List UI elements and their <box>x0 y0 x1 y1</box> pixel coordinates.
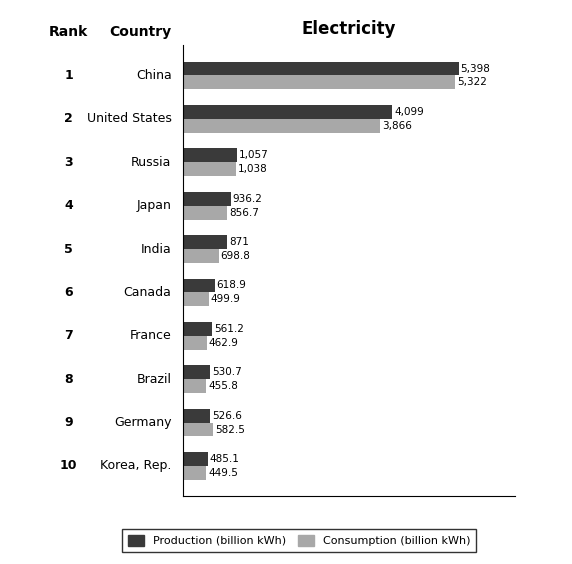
Text: Japan: Japan <box>137 199 172 212</box>
Bar <box>183 292 209 306</box>
Bar <box>183 279 214 292</box>
Text: 2: 2 <box>64 112 73 125</box>
Text: 936.2: 936.2 <box>233 193 263 204</box>
Text: China: China <box>136 69 172 82</box>
Text: India: India <box>141 243 172 255</box>
Bar <box>183 61 459 76</box>
Text: 6: 6 <box>64 286 73 299</box>
Text: 5: 5 <box>64 243 73 255</box>
Text: Russia: Russia <box>131 156 172 169</box>
Bar <box>183 379 206 393</box>
Text: Country: Country <box>109 25 172 39</box>
Text: 1: 1 <box>64 69 73 82</box>
Text: Korea, Rep.: Korea, Rep. <box>100 460 172 473</box>
Text: 8: 8 <box>64 373 73 386</box>
Text: 530.7: 530.7 <box>212 367 242 377</box>
Text: 4,099: 4,099 <box>394 107 424 117</box>
Bar <box>183 466 206 480</box>
Text: 3,866: 3,866 <box>383 121 412 131</box>
Text: 5,398: 5,398 <box>460 64 490 73</box>
Legend: Production (billion kWh), Consumption (billion kWh): Production (billion kWh), Consumption (b… <box>122 529 476 552</box>
Text: France: France <box>130 329 172 342</box>
Text: 449.5: 449.5 <box>208 468 238 478</box>
Text: 9: 9 <box>64 416 73 429</box>
Text: 856.7: 856.7 <box>229 208 259 218</box>
Text: 5,322: 5,322 <box>456 77 487 87</box>
Text: Germany: Germany <box>114 416 172 429</box>
Bar <box>183 192 231 206</box>
Text: 499.9: 499.9 <box>210 294 240 305</box>
Bar <box>183 105 392 119</box>
Text: United States: United States <box>87 112 172 125</box>
Text: 871: 871 <box>229 237 249 247</box>
Bar <box>183 336 206 350</box>
Bar <box>183 206 227 219</box>
Text: 561.2: 561.2 <box>214 324 244 334</box>
Text: Rank: Rank <box>49 25 88 39</box>
Text: 462.9: 462.9 <box>209 338 239 348</box>
Text: 485.1: 485.1 <box>210 454 240 464</box>
Bar <box>183 119 380 133</box>
Text: 698.8: 698.8 <box>221 251 251 261</box>
Bar <box>183 365 210 379</box>
Text: 526.6: 526.6 <box>212 411 242 421</box>
Text: 1,057: 1,057 <box>239 151 269 160</box>
Bar <box>183 162 236 176</box>
Text: 4: 4 <box>64 199 73 212</box>
Text: 455.8: 455.8 <box>208 381 238 391</box>
Bar <box>183 422 213 437</box>
Text: 582.5: 582.5 <box>215 425 245 434</box>
Bar <box>183 148 237 162</box>
Bar <box>183 322 212 336</box>
Text: 10: 10 <box>60 460 77 473</box>
Bar <box>183 409 210 422</box>
Text: Brazil: Brazil <box>137 373 172 386</box>
Bar <box>183 76 455 89</box>
Text: 1,038: 1,038 <box>238 164 268 174</box>
Bar <box>183 249 219 263</box>
Title: Electricity: Electricity <box>301 20 396 38</box>
Bar <box>183 235 228 249</box>
Text: 7: 7 <box>64 329 73 342</box>
Text: 618.9: 618.9 <box>217 280 247 290</box>
Text: Canada: Canada <box>124 286 172 299</box>
Bar <box>183 452 208 466</box>
Text: 3: 3 <box>64 156 73 169</box>
